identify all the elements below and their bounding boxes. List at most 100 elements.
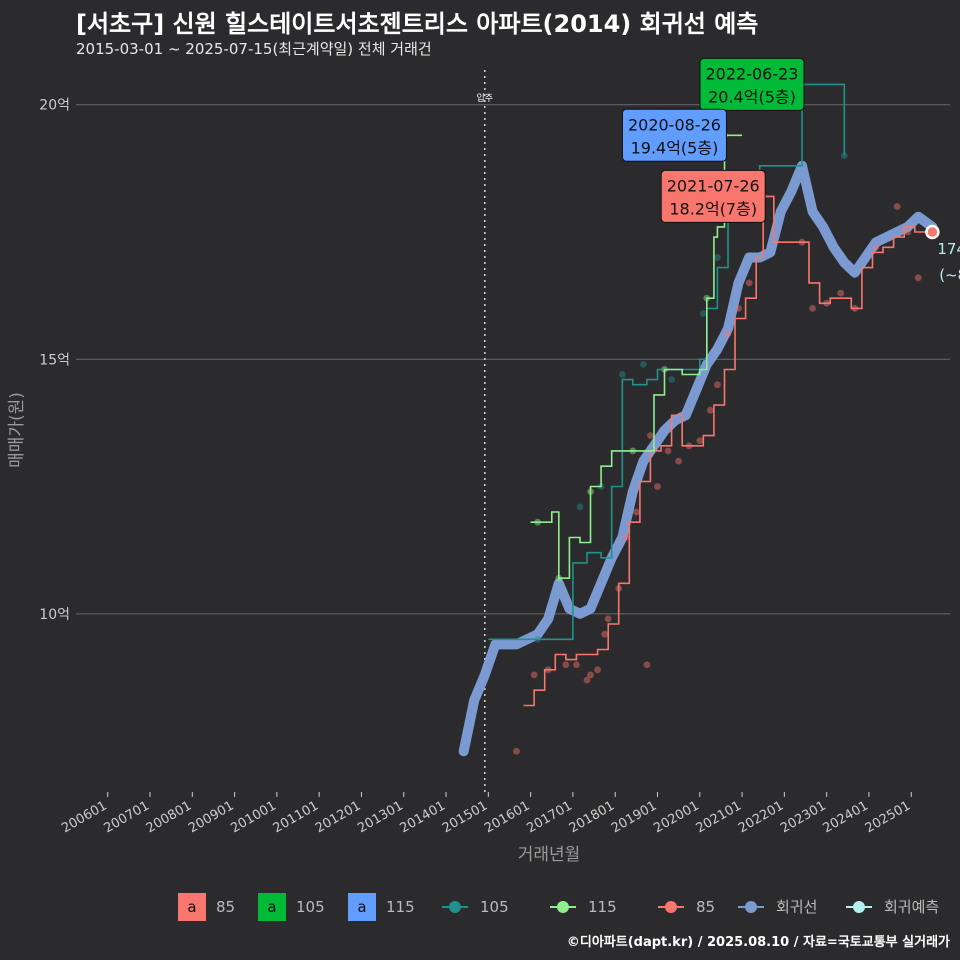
legend-line-label: 회귀선 [776,898,817,916]
x-tick-label: 202401 [820,798,870,836]
annotation-price: 20.4억(5층) [708,87,796,106]
x-tick-label: 200601 [59,798,109,836]
scatter-point-s85 [513,747,520,755]
scatter-point-s85 [664,447,672,455]
x-tick-label: 201901 [609,798,659,836]
scatter-point-s85 [872,243,880,251]
annotation-box [699,57,805,111]
x-tick-label: 201201 [313,798,363,836]
x-tick-label: 200901 [186,798,236,836]
legend-dot-115 [557,901,569,913]
x-tick-label: 201501 [440,798,490,836]
scatter-point-s85 [647,432,654,440]
legend-line-label: 115 [588,898,617,916]
forecast-point [925,224,940,240]
x-tick-label: 202001 [651,798,701,836]
scatter-point-s85 [573,661,580,669]
x-axis-title: 거래년월 [518,845,581,865]
legend-dot-105 [449,901,461,913]
scatter-point-s85 [675,457,683,465]
forecast-area-label: (~85㎡) [939,266,960,284]
x-tick-label: 201301 [355,798,405,836]
legend-box-symbol: a [357,898,366,916]
annotation-box [621,108,727,162]
x-tick-label: 201701 [524,798,574,836]
chart-title: [서초구] 신원 힐스테이트서초젠트리스 아파트(2014) 회귀선 예측 [76,10,759,38]
annotation-box [660,169,766,223]
scatter-point-s85 [904,228,912,236]
scatter-point-s85 [735,304,742,312]
scatter-point-s85 [643,661,651,669]
scatter-point-s105 [714,254,721,261]
y-axis-title: 매매가(원) [7,392,27,468]
x-tick-label: 202101 [694,798,744,836]
legend-box-symbol: a [187,898,196,916]
x-tick-label: 200701 [102,798,152,836]
legend-box-label: 85 [216,898,235,916]
x-tick-label: 201001 [228,798,278,836]
scatter-point-s85 [745,279,753,287]
scatter-point-s85 [601,630,609,638]
scatter-point-s85 [632,508,640,516]
scatter-point-s85 [696,437,704,445]
scatter-point-s85 [622,534,630,541]
scatter-point-s105 [840,152,848,160]
scatter-point-s85 [587,671,594,679]
annotation-2021-07-26: 2021-07-26 18.2억(7층) [660,169,766,223]
x-tick-label: 200801 [144,798,194,836]
chart-subtitle: 2015-03-01 ~ 2025-07-15(최근계약일) 전체 거래건 [76,40,432,58]
legend-box-label: 105 [296,898,325,916]
x-tick-label: 201601 [482,798,532,836]
scatter-point-s105 [576,503,584,511]
series-line-85 [523,195,933,707]
scatter-point-s85 [714,381,721,389]
annotation-price: 19.4억(5층) [631,138,719,157]
move-in-label: 입주 [477,92,494,104]
annotation-price: 18.2억(7층) [669,199,757,218]
legend-line-label: 85 [696,898,715,916]
scatter-point-s85 [837,289,845,297]
scatter-point-s85 [724,330,732,338]
scatter-point-s85 [583,676,591,684]
x-tick-label: 201401 [398,798,448,836]
annotation-2022-06-23: 2022-06-23 20.4억(5층) [699,57,805,111]
legend-dot-85 [665,901,677,913]
x-tick-label: 202201 [736,798,786,836]
legend-line-label: 105 [480,898,509,916]
series-line-115 [530,134,743,579]
legend-box-label: 115 [386,898,415,916]
scatter-point-s105 [668,376,675,384]
scatter-point-s85 [654,483,661,490]
scatter-point-s85 [594,666,601,674]
x-tick-label: 201101 [271,798,321,836]
scatter-point-s85 [530,671,538,679]
legend-box-115 [348,893,376,921]
annotation-date: 2022-06-23 [705,64,798,83]
y-tick-label: 20억 [39,98,70,114]
annotation-2020-08-26: 2020-08-26 19.4억(5층) [621,108,727,162]
scatter-point-s105 [639,360,647,368]
legend-box-105 [258,893,286,921]
legend-dot-회귀예측 [853,901,865,913]
scatter-point-s85 [914,274,922,282]
y-tick-label: 10억 [39,607,70,623]
scatter-point-s85 [604,615,612,623]
scatter-point-s105 [699,310,707,317]
x-tick-label: 201801 [567,798,617,836]
scatter-point-s85 [809,304,816,312]
annotation-date: 2021-07-26 [667,176,760,195]
y-tick-label: 15억 [39,352,70,368]
legend-dot-회귀선 [745,901,757,913]
x-tick-label: 202301 [778,798,828,836]
x-tick-label: 202501 [863,798,913,836]
legend-box-symbol: a [267,898,276,916]
scatter-point-s85 [562,661,570,669]
series-line-105 [488,83,846,641]
regression-line [458,160,938,757]
scatter-point-s105 [618,371,626,378]
forecast-value-label: 174,833 [937,240,960,258]
annotation-date: 2020-08-26 [628,115,721,134]
legend-line-label: 회귀예측 [884,898,939,916]
scatter-point-s85 [706,406,714,414]
